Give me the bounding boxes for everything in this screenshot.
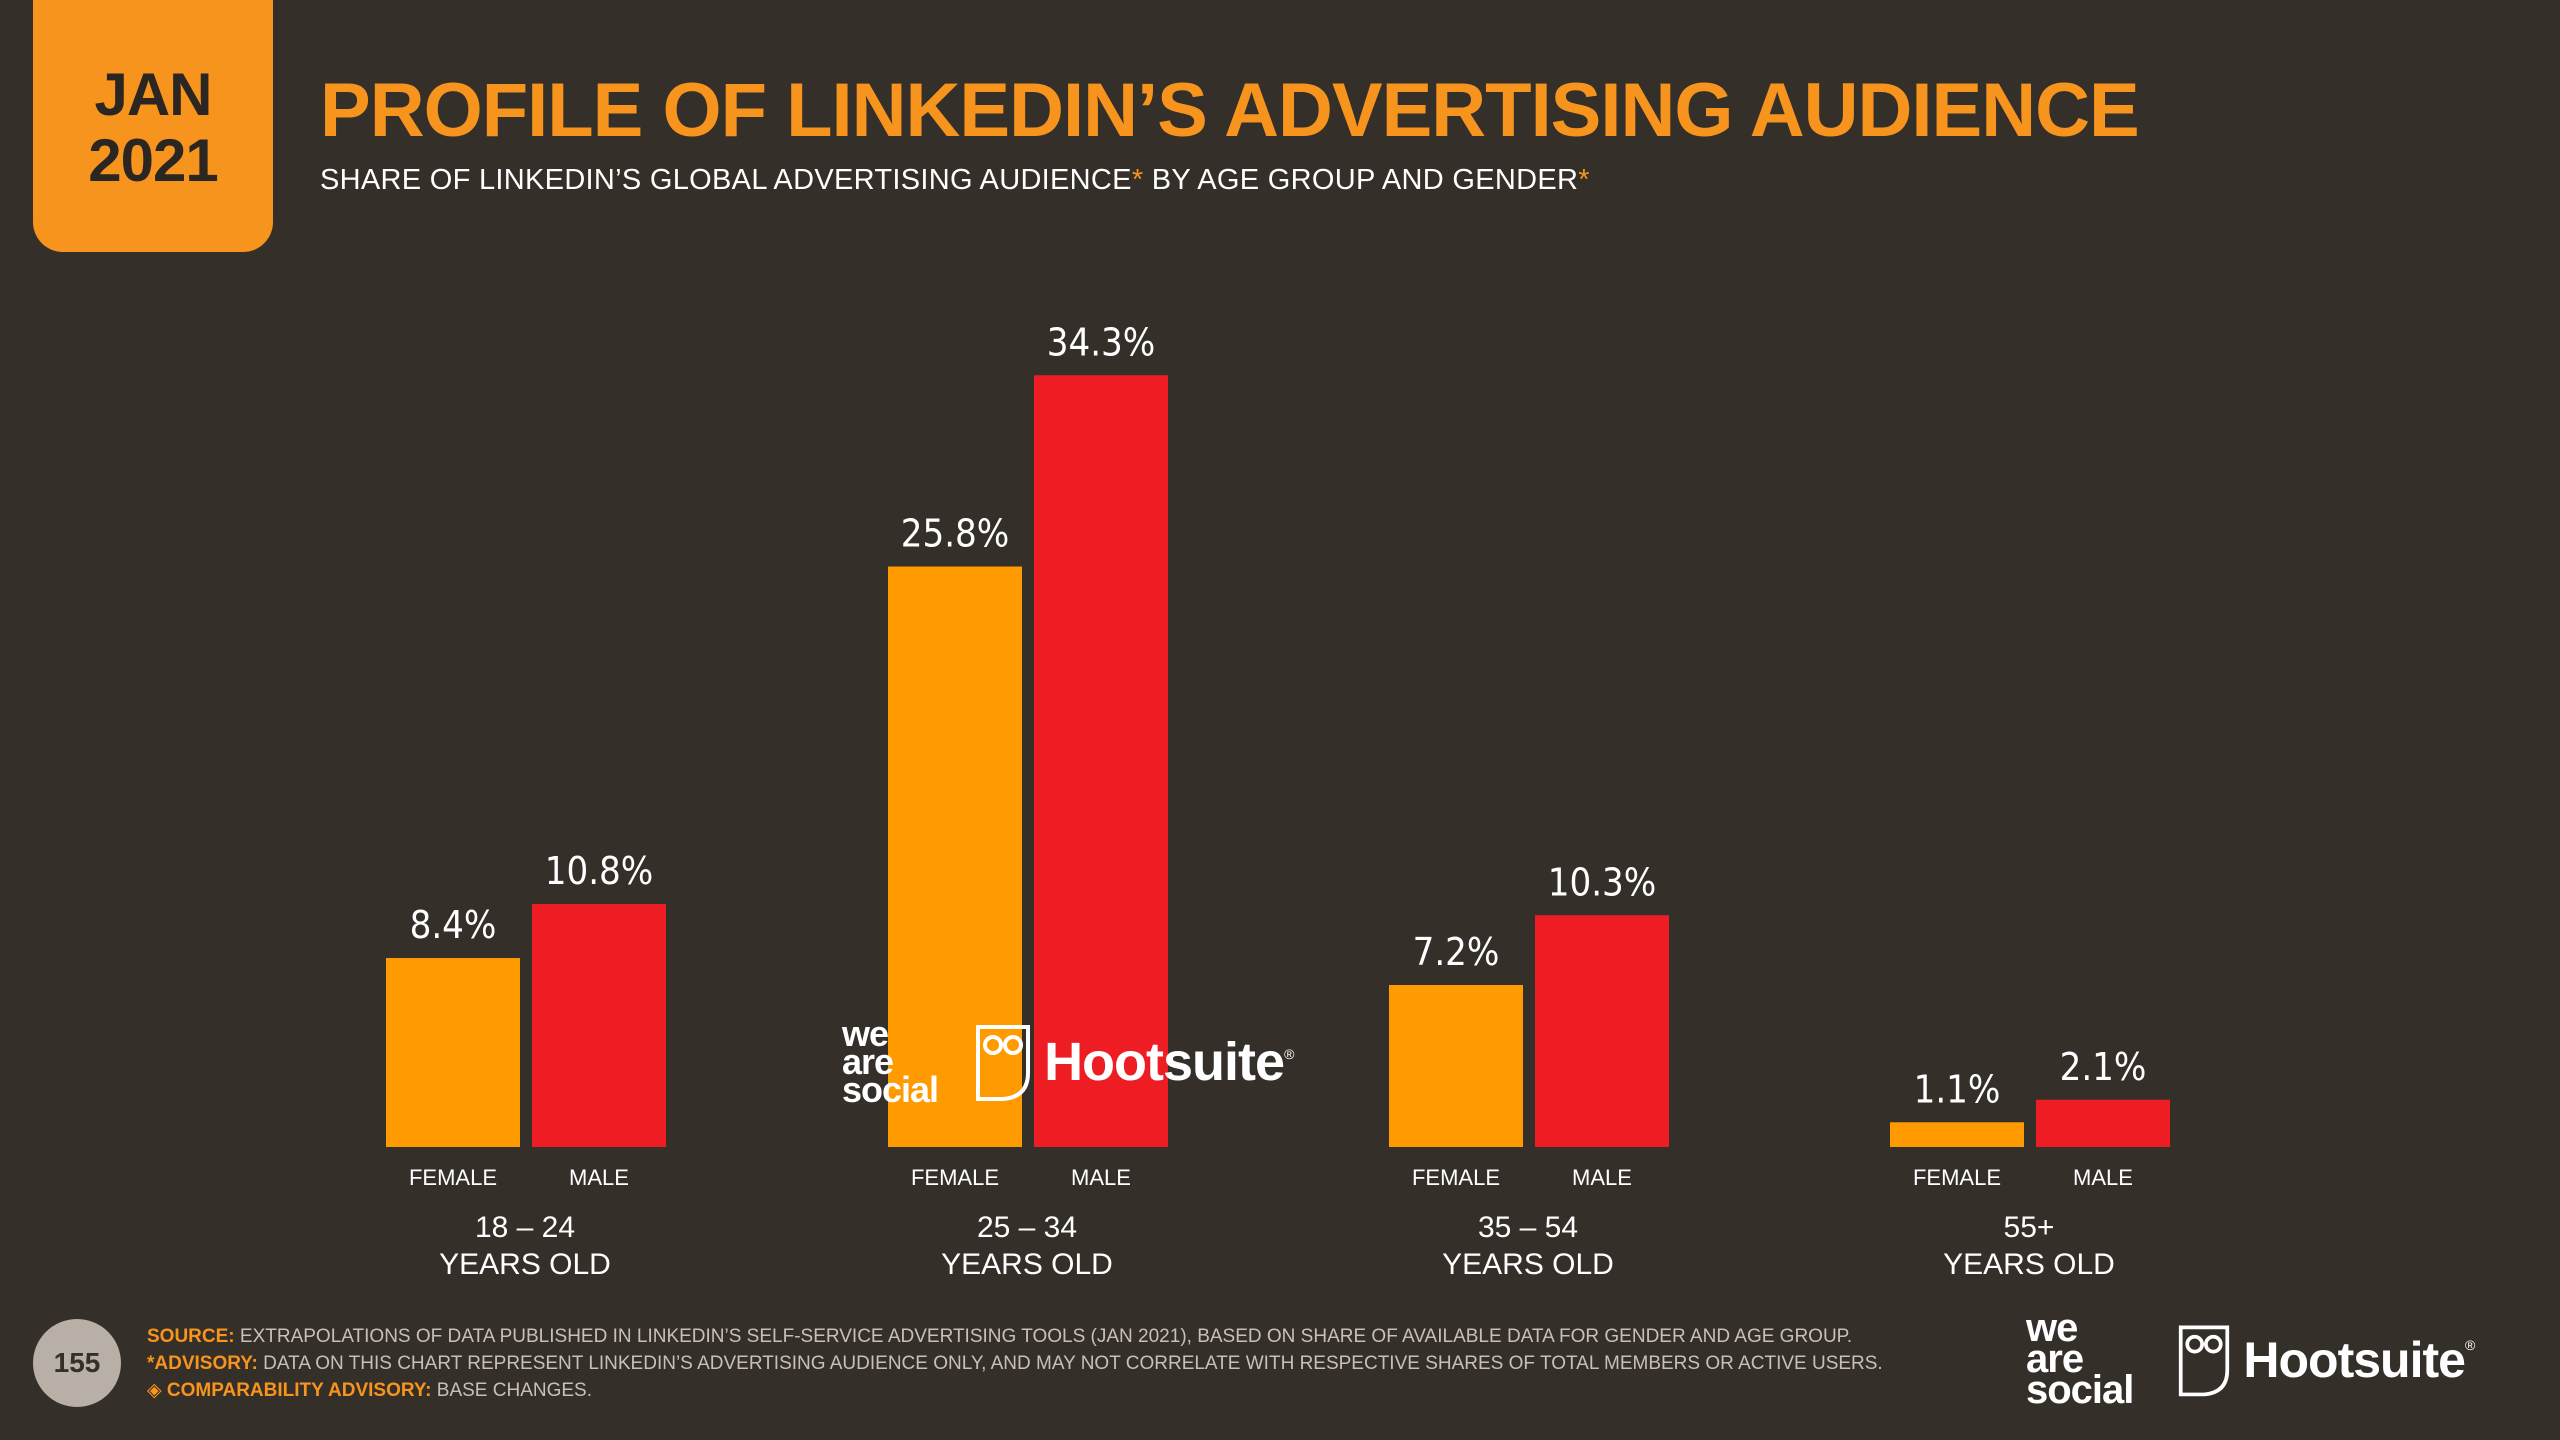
footnotes: SOURCE: EXTRAPOLATIONS OF DATA PUBLISHED… bbox=[147, 1323, 1883, 1404]
bar-female-3 bbox=[1389, 985, 1523, 1147]
page-subtitle: SHARE OF LINKEDIN’S GLOBAL ADVERTISING A… bbox=[320, 162, 1590, 198]
bar-male-4 bbox=[2036, 1099, 2170, 1147]
data-label-female-1: 8.4% bbox=[410, 903, 497, 947]
logo-text: we bbox=[2026, 1306, 2078, 1350]
comparability-note: ◈ COMPARABILITY ADVISORY: BASE CHANGES. bbox=[147, 1377, 1883, 1404]
category-sublabel: YEARS OLD bbox=[941, 1248, 1113, 1281]
registered-mark: ® bbox=[1284, 1046, 1295, 1062]
category-sublabel: YEARS OLD bbox=[1442, 1248, 1614, 1281]
series-label-male: MALE bbox=[1572, 1165, 1632, 1190]
page-number: 155 bbox=[33, 1319, 121, 1407]
series-label-female: FEMALE bbox=[409, 1165, 497, 1190]
advisory-label: *ADVISORY: bbox=[147, 1353, 258, 1374]
bar-female-4 bbox=[1890, 1122, 2024, 1147]
source-note: SOURCE: EXTRAPOLATIONS OF DATA PUBLISHED… bbox=[147, 1323, 1883, 1350]
bar-male-1 bbox=[532, 904, 666, 1147]
category-label: 35 – 54 bbox=[1478, 1211, 1578, 1244]
we-are-social-logo: we are social bbox=[842, 1013, 939, 1111]
advisory-text: DATA ON THIS CHART REPRESENT LINKEDIN’S … bbox=[257, 1353, 1883, 1374]
bar-male-3 bbox=[1535, 915, 1669, 1147]
watermark-logos: we are social Hootsuite ® bbox=[842, 1013, 1295, 1111]
data-label-male-4: 2.1% bbox=[2060, 1045, 2147, 1089]
source-text: EXTRAPOLATIONS OF DATA PUBLISHED IN LINK… bbox=[234, 1326, 1853, 1347]
category-label: 18 – 24 bbox=[475, 1211, 575, 1244]
registered-mark: ® bbox=[2464, 1337, 2476, 1353]
subtitle-asterisk-2: * bbox=[1578, 164, 1590, 196]
series-label-female: FEMALE bbox=[1412, 1165, 1500, 1190]
series-label-male: MALE bbox=[1071, 1165, 1131, 1190]
series-label-female: FEMALE bbox=[1913, 1165, 2001, 1190]
category-sublabel: YEARS OLD bbox=[1943, 1248, 2115, 1281]
date-badge: JAN 2021 bbox=[33, 0, 273, 252]
series-label-female: FEMALE bbox=[911, 1165, 999, 1190]
footer-logos: we are social Hootsuite ® bbox=[2026, 1306, 2476, 1413]
badge-year: 2021 bbox=[88, 127, 218, 194]
bar-male-2 bbox=[1034, 375, 1168, 1147]
data-label-female-2: 25.8% bbox=[901, 512, 1010, 556]
logo-text: social bbox=[842, 1069, 939, 1111]
data-label-female-3: 7.2% bbox=[1413, 930, 1500, 974]
comparability-text: BASE CHANGES. bbox=[431, 1380, 592, 1401]
logo-text: are bbox=[2026, 1337, 2084, 1382]
subtitle-text-2: BY AGE GROUP AND GENDER bbox=[1143, 164, 1579, 196]
owl-icon bbox=[976, 1025, 1031, 1102]
owl-icon bbox=[2179, 1325, 2230, 1397]
category-label: 25 – 34 bbox=[977, 1211, 1077, 1244]
we-are-social-logo: we are social bbox=[2026, 1306, 2134, 1413]
data-label-female-4: 1.1% bbox=[1914, 1067, 2001, 1111]
logo-text: are bbox=[842, 1041, 894, 1083]
data-label-male-1: 10.8% bbox=[545, 849, 654, 893]
page-title: PROFILE OF LINKEDIN’S ADVERTISING AUDIEN… bbox=[320, 68, 2140, 153]
logo-text: we bbox=[842, 1013, 889, 1054]
hootsuite-logo: Hootsuite bbox=[2243, 1331, 2466, 1388]
data-label-male-3: 10.3% bbox=[1548, 860, 1657, 904]
category-sublabel: YEARS OLD bbox=[439, 1248, 611, 1281]
subtitle-asterisk: * bbox=[1131, 164, 1144, 196]
subtitle-text: SHARE OF LINKEDIN’S GLOBAL ADVERTISING A… bbox=[320, 164, 1132, 196]
source-label: SOURCE: bbox=[147, 1326, 235, 1347]
data-label-male-2: 34.3% bbox=[1047, 320, 1156, 364]
badge-month: JAN bbox=[94, 61, 212, 128]
comparability-label: ◈ COMPARABILITY ADVISORY: bbox=[147, 1380, 432, 1401]
series-label-male: MALE bbox=[569, 1165, 629, 1190]
logo-text: social bbox=[2026, 1368, 2134, 1413]
hootsuite-logo: Hootsuite bbox=[1044, 1032, 1285, 1093]
series-label-male: MALE bbox=[2073, 1165, 2133, 1190]
advisory-note: *ADVISORY: DATA ON THIS CHART REPRESENT … bbox=[147, 1350, 1883, 1377]
bar-female-1 bbox=[386, 958, 520, 1147]
category-label: 55+ bbox=[2004, 1211, 2055, 1244]
